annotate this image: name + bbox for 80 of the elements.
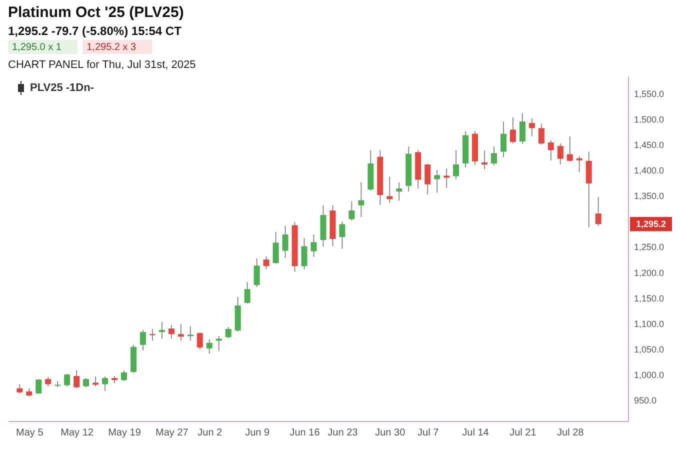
x-tick-label: Jun 30 [375, 428, 406, 438]
candlestick [36, 378, 42, 394]
x-tick-label: Jul 7 [418, 428, 440, 438]
y-tick-label: 1,050.0 [634, 344, 664, 354]
candlestick [206, 338, 212, 354]
candlestick [158, 321, 165, 340]
candlestick [74, 370, 80, 389]
candlestick [140, 330, 146, 351]
candlestick [196, 332, 203, 350]
text: PLV25 -1Dn- [30, 82, 94, 94]
candlestick [83, 378, 90, 388]
x-tick-label: Jun 23 [328, 428, 358, 438]
x-tick-label: Jul 28 [557, 428, 584, 438]
x-tick-label: Jun 2 [198, 428, 223, 438]
y-tick-label: 1,100.0 [634, 318, 664, 329]
candlestick [500, 120, 506, 158]
x-tick-label: May 12 [60, 428, 94, 438]
candlestick [310, 234, 317, 258]
x-tick-label: May 27 [156, 428, 189, 438]
candlestick [216, 336, 222, 352]
text: CHART PANEL for Thu, Jul 31st, 2025 [8, 59, 196, 71]
x-tick-label: Jul 21 [510, 428, 537, 438]
y-tick-label: 1,200.0 [634, 268, 664, 278]
x-tick-label: May 19 [108, 428, 142, 438]
candlestick [102, 376, 108, 392]
candlestick [120, 370, 127, 382]
candlestick [434, 170, 440, 194]
y-tick-label: 1,400.0 [634, 166, 664, 176]
candlestick [386, 176, 393, 204]
candlestick [45, 376, 52, 387]
x-tick-label: Jun 9 [245, 428, 270, 438]
candlestick [272, 231, 279, 264]
y-tick-label: 1,000.0 [634, 370, 664, 380]
candlestick [481, 150, 488, 170]
candlestick [282, 225, 288, 258]
candlestick [301, 238, 308, 270]
y-tick-label: 1,250.0 [634, 242, 664, 252]
candlestick [225, 326, 232, 339]
y-tick-label: 1,350.0 [634, 191, 664, 202]
candlestick [178, 323, 184, 342]
chart-subtitle: 1,295.2 -79.7 (-5.80%) 15:54 CT [8, 24, 182, 38]
x-tick-label: Jun 16 [290, 428, 320, 438]
candlestick [510, 116, 516, 144]
candlestick [348, 200, 355, 222]
text: 1,295.2 [636, 219, 666, 230]
candlestick [187, 326, 194, 342]
candlestick [254, 258, 260, 288]
candlestick [64, 373, 70, 388]
candlestick [519, 112, 526, 144]
text: 1,295.2 x 3 [86, 42, 137, 53]
candlestick [490, 146, 497, 166]
candlestick [92, 376, 99, 387]
candlestick [557, 142, 564, 165]
candlestick [586, 151, 592, 228]
candlestick [566, 136, 573, 162]
candlestick [149, 328, 156, 342]
candlestick [444, 168, 450, 188]
y-tick-label: 1,450.0 [634, 140, 664, 150]
candlestick [424, 163, 431, 196]
candlestick [358, 182, 364, 218]
text: 1,295.0 x 1 [12, 42, 62, 53]
y-tick-label: 950.0 [634, 396, 657, 406]
x-tick-label: Jul 14 [462, 428, 490, 438]
candlestick [396, 182, 402, 202]
candlestick [595, 196, 602, 226]
y-tick-label: 1,150.0 [634, 293, 664, 304]
candlestick [538, 123, 544, 145]
y-tick-label: 1,550.0 [634, 88, 664, 99]
candlestick [168, 324, 174, 340]
candlestick [528, 118, 535, 137]
candlestick [548, 140, 554, 161]
candlestick [453, 150, 460, 180]
candlestick [339, 221, 346, 250]
x-tick-label: May 5 [16, 428, 44, 438]
chart-title: Platinum Oct '25 (PLV25) [8, 4, 184, 21]
candlestick [244, 281, 250, 304]
candlestick [576, 156, 582, 173]
candlestick [16, 384, 23, 394]
candlestick [263, 256, 270, 270]
y-tick-label: 1,500.0 [634, 114, 664, 124]
